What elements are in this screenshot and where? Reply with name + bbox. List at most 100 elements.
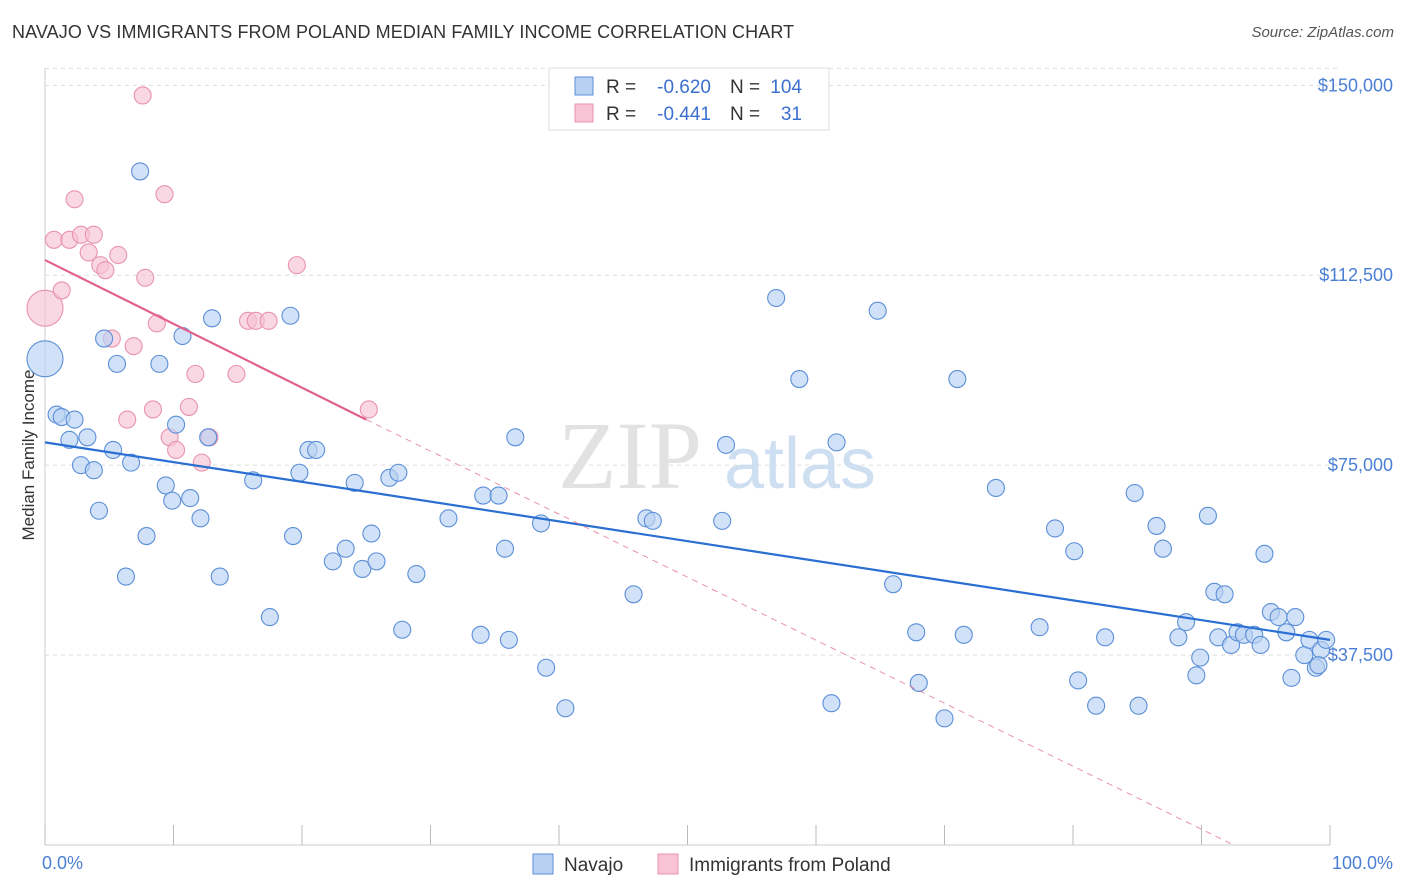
navajo-point xyxy=(495,539,515,558)
navajo-point xyxy=(203,309,222,328)
y-tick-label: $75,000 xyxy=(1328,455,1393,475)
poland-point xyxy=(192,453,211,472)
legend-r-label: R = xyxy=(606,104,636,125)
navajo-point xyxy=(191,509,210,528)
navajo-point xyxy=(26,340,64,378)
navajo-point xyxy=(281,306,300,325)
x-tick-label-end: 100.0% xyxy=(1332,853,1393,873)
navajo-point xyxy=(407,564,426,584)
navajo-point xyxy=(1125,483,1144,503)
navajo-point xyxy=(104,440,123,460)
poland-point xyxy=(186,364,205,384)
navajo-point xyxy=(78,428,97,447)
poland-point xyxy=(143,400,162,419)
legend-n-label: N = xyxy=(730,77,760,98)
grid-lines xyxy=(45,67,1340,656)
navajo-point xyxy=(95,329,114,348)
legend-r-value: -0.620 xyxy=(657,77,711,98)
navajo-point xyxy=(131,162,150,181)
navajo-point xyxy=(790,370,809,389)
navajo-point xyxy=(1198,506,1217,525)
navajo-point xyxy=(290,463,309,482)
correlation-legend: R = -0.620 N = 104 R = -0.441 N = 31 xyxy=(548,67,830,131)
navajo-point xyxy=(1215,585,1234,604)
navajo-point xyxy=(1169,628,1188,647)
poland-point xyxy=(26,289,64,327)
legend-r-value: -0.441 xyxy=(657,104,711,125)
navajo-point xyxy=(307,440,326,460)
source-label: Source: ZipAtlas.com xyxy=(1251,24,1394,41)
navajo-point xyxy=(393,620,412,639)
navajo-point xyxy=(1087,696,1106,715)
watermark: ZIP atlas xyxy=(558,402,876,509)
navajo-point xyxy=(116,567,136,586)
navajo-point xyxy=(935,709,954,728)
navajo-point xyxy=(868,301,887,320)
navajo-point xyxy=(716,435,736,454)
legend-r-label: R = xyxy=(606,77,636,98)
legend-n-value: 31 xyxy=(781,104,802,125)
poland-point xyxy=(155,185,174,204)
navajo-point xyxy=(986,478,1005,498)
navajo-point xyxy=(1096,628,1115,647)
navajo-point xyxy=(210,567,229,586)
navajo-point xyxy=(471,625,490,644)
legend-swatch-0 xyxy=(574,76,594,96)
navajo-point xyxy=(181,489,200,508)
poland-point xyxy=(65,190,84,209)
navajo-point xyxy=(150,354,169,373)
poland-point xyxy=(287,256,306,275)
navajo-point xyxy=(1255,544,1274,563)
trend-lines xyxy=(44,259,1331,846)
series-legend-swatch-0 xyxy=(532,853,554,875)
navajo-point xyxy=(389,463,408,482)
poland-point xyxy=(52,281,71,300)
navajo-point xyxy=(624,585,643,604)
poland-point xyxy=(179,397,198,416)
navajo-point xyxy=(909,673,928,692)
navajo-point xyxy=(884,575,903,594)
navajo-point xyxy=(156,476,175,495)
navajo-point xyxy=(122,453,141,472)
navajo-point xyxy=(336,539,355,558)
navajo-point xyxy=(367,552,386,571)
navajo-point xyxy=(1251,635,1270,655)
navajo-point xyxy=(137,527,156,546)
y-axis-title: Median Family Income xyxy=(19,369,38,540)
legend-n-label: N = xyxy=(730,104,760,125)
navajo-point xyxy=(1045,519,1065,538)
navajo-point xyxy=(60,430,79,449)
navajo-point xyxy=(1030,618,1049,637)
watermark-zip: ZIP xyxy=(558,402,702,509)
series-legend: Navajo Immigrants from Poland xyxy=(532,853,891,876)
navajo-point xyxy=(1153,539,1172,558)
navajo-point xyxy=(907,623,926,642)
navajo-point xyxy=(767,288,786,308)
poland-point xyxy=(118,410,137,429)
navajo-point xyxy=(1309,656,1328,675)
navajo-point xyxy=(1282,668,1301,687)
navajo-point xyxy=(499,630,518,649)
legend-box xyxy=(548,67,830,131)
y-tick-label: $37,500 xyxy=(1328,645,1393,665)
navajo-point xyxy=(323,552,342,571)
poland-point xyxy=(96,261,115,280)
navajo-point xyxy=(1191,648,1210,667)
poland-point xyxy=(259,311,278,330)
navajo-point xyxy=(199,428,218,447)
navajo-point xyxy=(84,461,103,480)
navajo-point xyxy=(1286,608,1305,627)
poland-point xyxy=(79,243,98,262)
chart-title: NAVAJO VS IMMIGRANTS FROM POLAND MEDIAN … xyxy=(12,22,795,42)
poland-point xyxy=(227,364,246,384)
navajo-point xyxy=(345,473,364,492)
poland-trend-extension xyxy=(366,419,1234,846)
poland-point xyxy=(359,400,378,419)
navajo-point xyxy=(556,699,575,718)
series-legend-label-0: Navajo xyxy=(564,855,623,876)
y-tick-label: $150,000 xyxy=(1318,75,1393,95)
navajo-point xyxy=(65,410,84,429)
navajo-trend-line xyxy=(44,441,1331,641)
navajo-point xyxy=(1187,666,1206,685)
